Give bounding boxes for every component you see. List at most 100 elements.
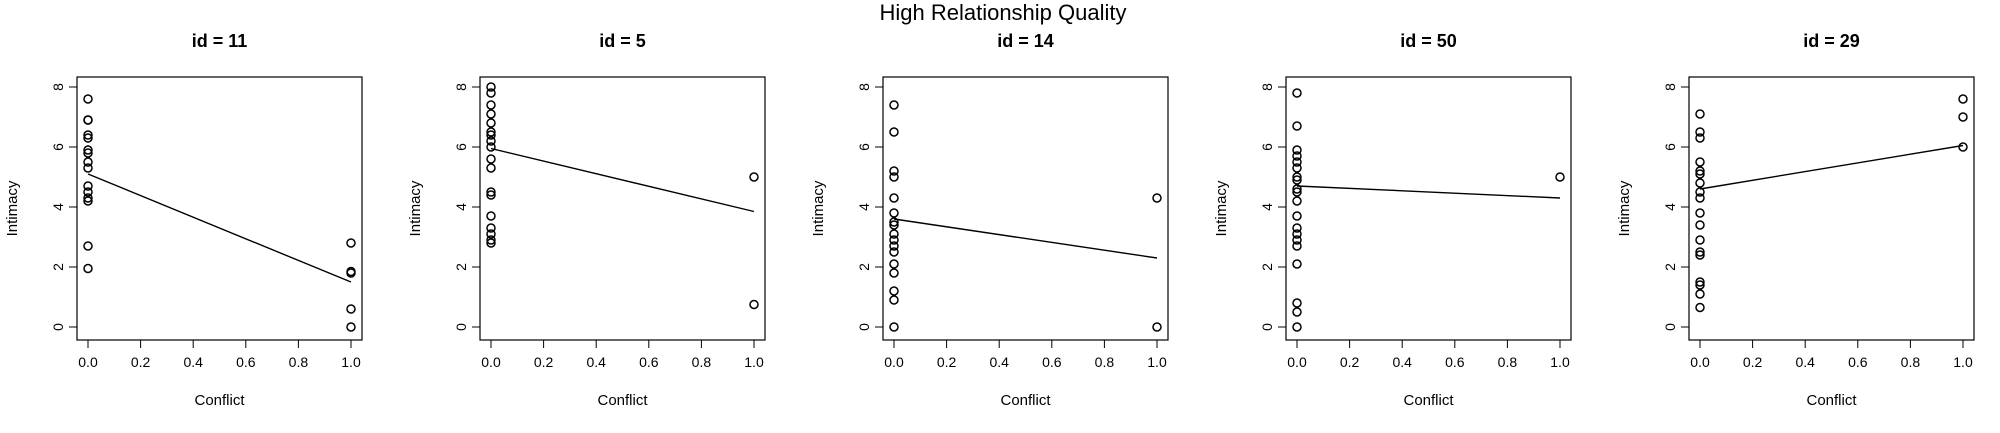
data-point <box>889 322 899 332</box>
data-point <box>1695 289 1705 299</box>
data-point <box>889 229 899 239</box>
y-tick-label: 4 <box>453 203 469 211</box>
data-point <box>1292 145 1302 155</box>
data-point <box>83 148 93 158</box>
x-axis-label: Conflict <box>1806 392 1857 409</box>
x-axis-label: Conflict <box>1403 392 1454 409</box>
data-point <box>889 166 899 176</box>
plot-box <box>1688 76 1975 341</box>
x-tick-label: 0.6 <box>236 354 256 370</box>
data-point <box>486 142 496 152</box>
data-point <box>1695 302 1705 313</box>
y-axis-label: Intimacy <box>1213 180 1230 236</box>
plot-box <box>76 76 363 341</box>
data-point <box>1152 193 1162 203</box>
x-tick-label: 0.4 <box>1795 354 1815 370</box>
x-tick-label: 0.0 <box>884 354 904 370</box>
data-point <box>486 136 496 146</box>
data-point <box>486 235 496 245</box>
y-tick-label: 6 <box>453 143 469 151</box>
panel-2: id = 5 0.0 0.2 0.4 0.6 0.8 1.0 0 2 4 6 8 Conflict Int… <box>407 31 766 409</box>
data-point <box>1292 211 1302 221</box>
x-tick-label: 1.0 <box>1147 354 1167 370</box>
x-tick-label: 0.6 <box>1848 354 1868 370</box>
figure-title: High Relationship Quality <box>879 0 1126 25</box>
data-point <box>1695 277 1705 287</box>
data-point <box>1292 175 1302 185</box>
data-point <box>749 172 759 182</box>
data-point <box>1292 307 1302 317</box>
y-tick-label: 8 <box>50 83 66 91</box>
data-point <box>1695 109 1705 119</box>
data-point <box>889 286 899 296</box>
panel-title: id = 50 <box>1400 31 1457 51</box>
data-point <box>1695 127 1705 137</box>
data-point <box>83 133 93 143</box>
y-axis-label: Intimacy <box>4 180 21 236</box>
data-point <box>346 238 356 248</box>
regression-line <box>1296 185 1561 199</box>
data-point <box>1292 235 1302 245</box>
y-tick-label: 0 <box>1662 323 1678 331</box>
data-point <box>1958 112 1968 122</box>
y-tick-label: 2 <box>453 263 469 271</box>
data-point <box>1292 187 1302 197</box>
data-point <box>1292 322 1302 332</box>
y-axis-label: Intimacy <box>407 180 424 236</box>
x-tick-label: 1.0 <box>1953 354 1973 370</box>
panel-3: id = 14 0.0 0.2 0.4 0.6 0.8 1.0 0 2 4 6 8 Conflict In… <box>810 31 1169 409</box>
x-tick-label: 0.8 <box>1095 354 1115 370</box>
data-point <box>1292 172 1302 182</box>
y-tick-label: 2 <box>50 263 66 271</box>
data-point <box>486 82 496 92</box>
y-tick-label: 2 <box>856 263 872 271</box>
data-point <box>1695 193 1705 203</box>
data-point <box>486 163 496 173</box>
data-point <box>83 130 93 140</box>
data-point <box>486 229 496 239</box>
data-point <box>486 238 496 248</box>
plot-box <box>882 76 1169 341</box>
data-point <box>486 118 496 128</box>
y-tick-label: 8 <box>1259 83 1275 91</box>
data-point <box>83 263 93 274</box>
y-tick-label: 2 <box>1662 263 1678 271</box>
y-tick-label: 4 <box>1259 203 1275 211</box>
data-point <box>889 100 899 110</box>
data-point <box>83 193 93 203</box>
y-axis-label: Intimacy <box>1616 180 1633 236</box>
data-point <box>1958 94 1968 104</box>
data-point <box>1695 178 1705 188</box>
data-point <box>83 163 93 173</box>
data-point <box>889 217 899 227</box>
data-point <box>346 322 356 332</box>
y-tick-label: 4 <box>856 203 872 211</box>
x-tick-label: 0.4 <box>1392 354 1412 370</box>
y-tick-label: 4 <box>1662 203 1678 211</box>
x-tick-label: 0.2 <box>937 354 957 370</box>
x-tick-label: 1.0 <box>1550 354 1570 370</box>
x-axis-label: Conflict <box>597 392 648 409</box>
data-point <box>1292 88 1302 98</box>
y-tick-label: 8 <box>1662 83 1678 91</box>
data-point <box>1292 241 1302 251</box>
data-point <box>1292 196 1302 206</box>
x-axis-label: Conflict <box>1000 392 1051 409</box>
data-point <box>486 223 496 233</box>
data-point <box>346 268 356 278</box>
data-point <box>83 181 93 191</box>
data-point <box>486 130 496 140</box>
x-tick-label: 0.4 <box>183 354 203 370</box>
data-point <box>1292 157 1302 167</box>
data-point <box>1695 235 1705 245</box>
regression-line <box>893 218 1158 259</box>
y-tick-label: 2 <box>1259 263 1275 271</box>
data-point <box>889 127 899 137</box>
data-point <box>749 299 759 310</box>
data-point <box>1695 133 1705 143</box>
panel-title: id = 14 <box>997 31 1054 51</box>
data-point <box>486 190 496 200</box>
data-point <box>889 259 899 269</box>
x-tick-label: 0.2 <box>1340 354 1360 370</box>
